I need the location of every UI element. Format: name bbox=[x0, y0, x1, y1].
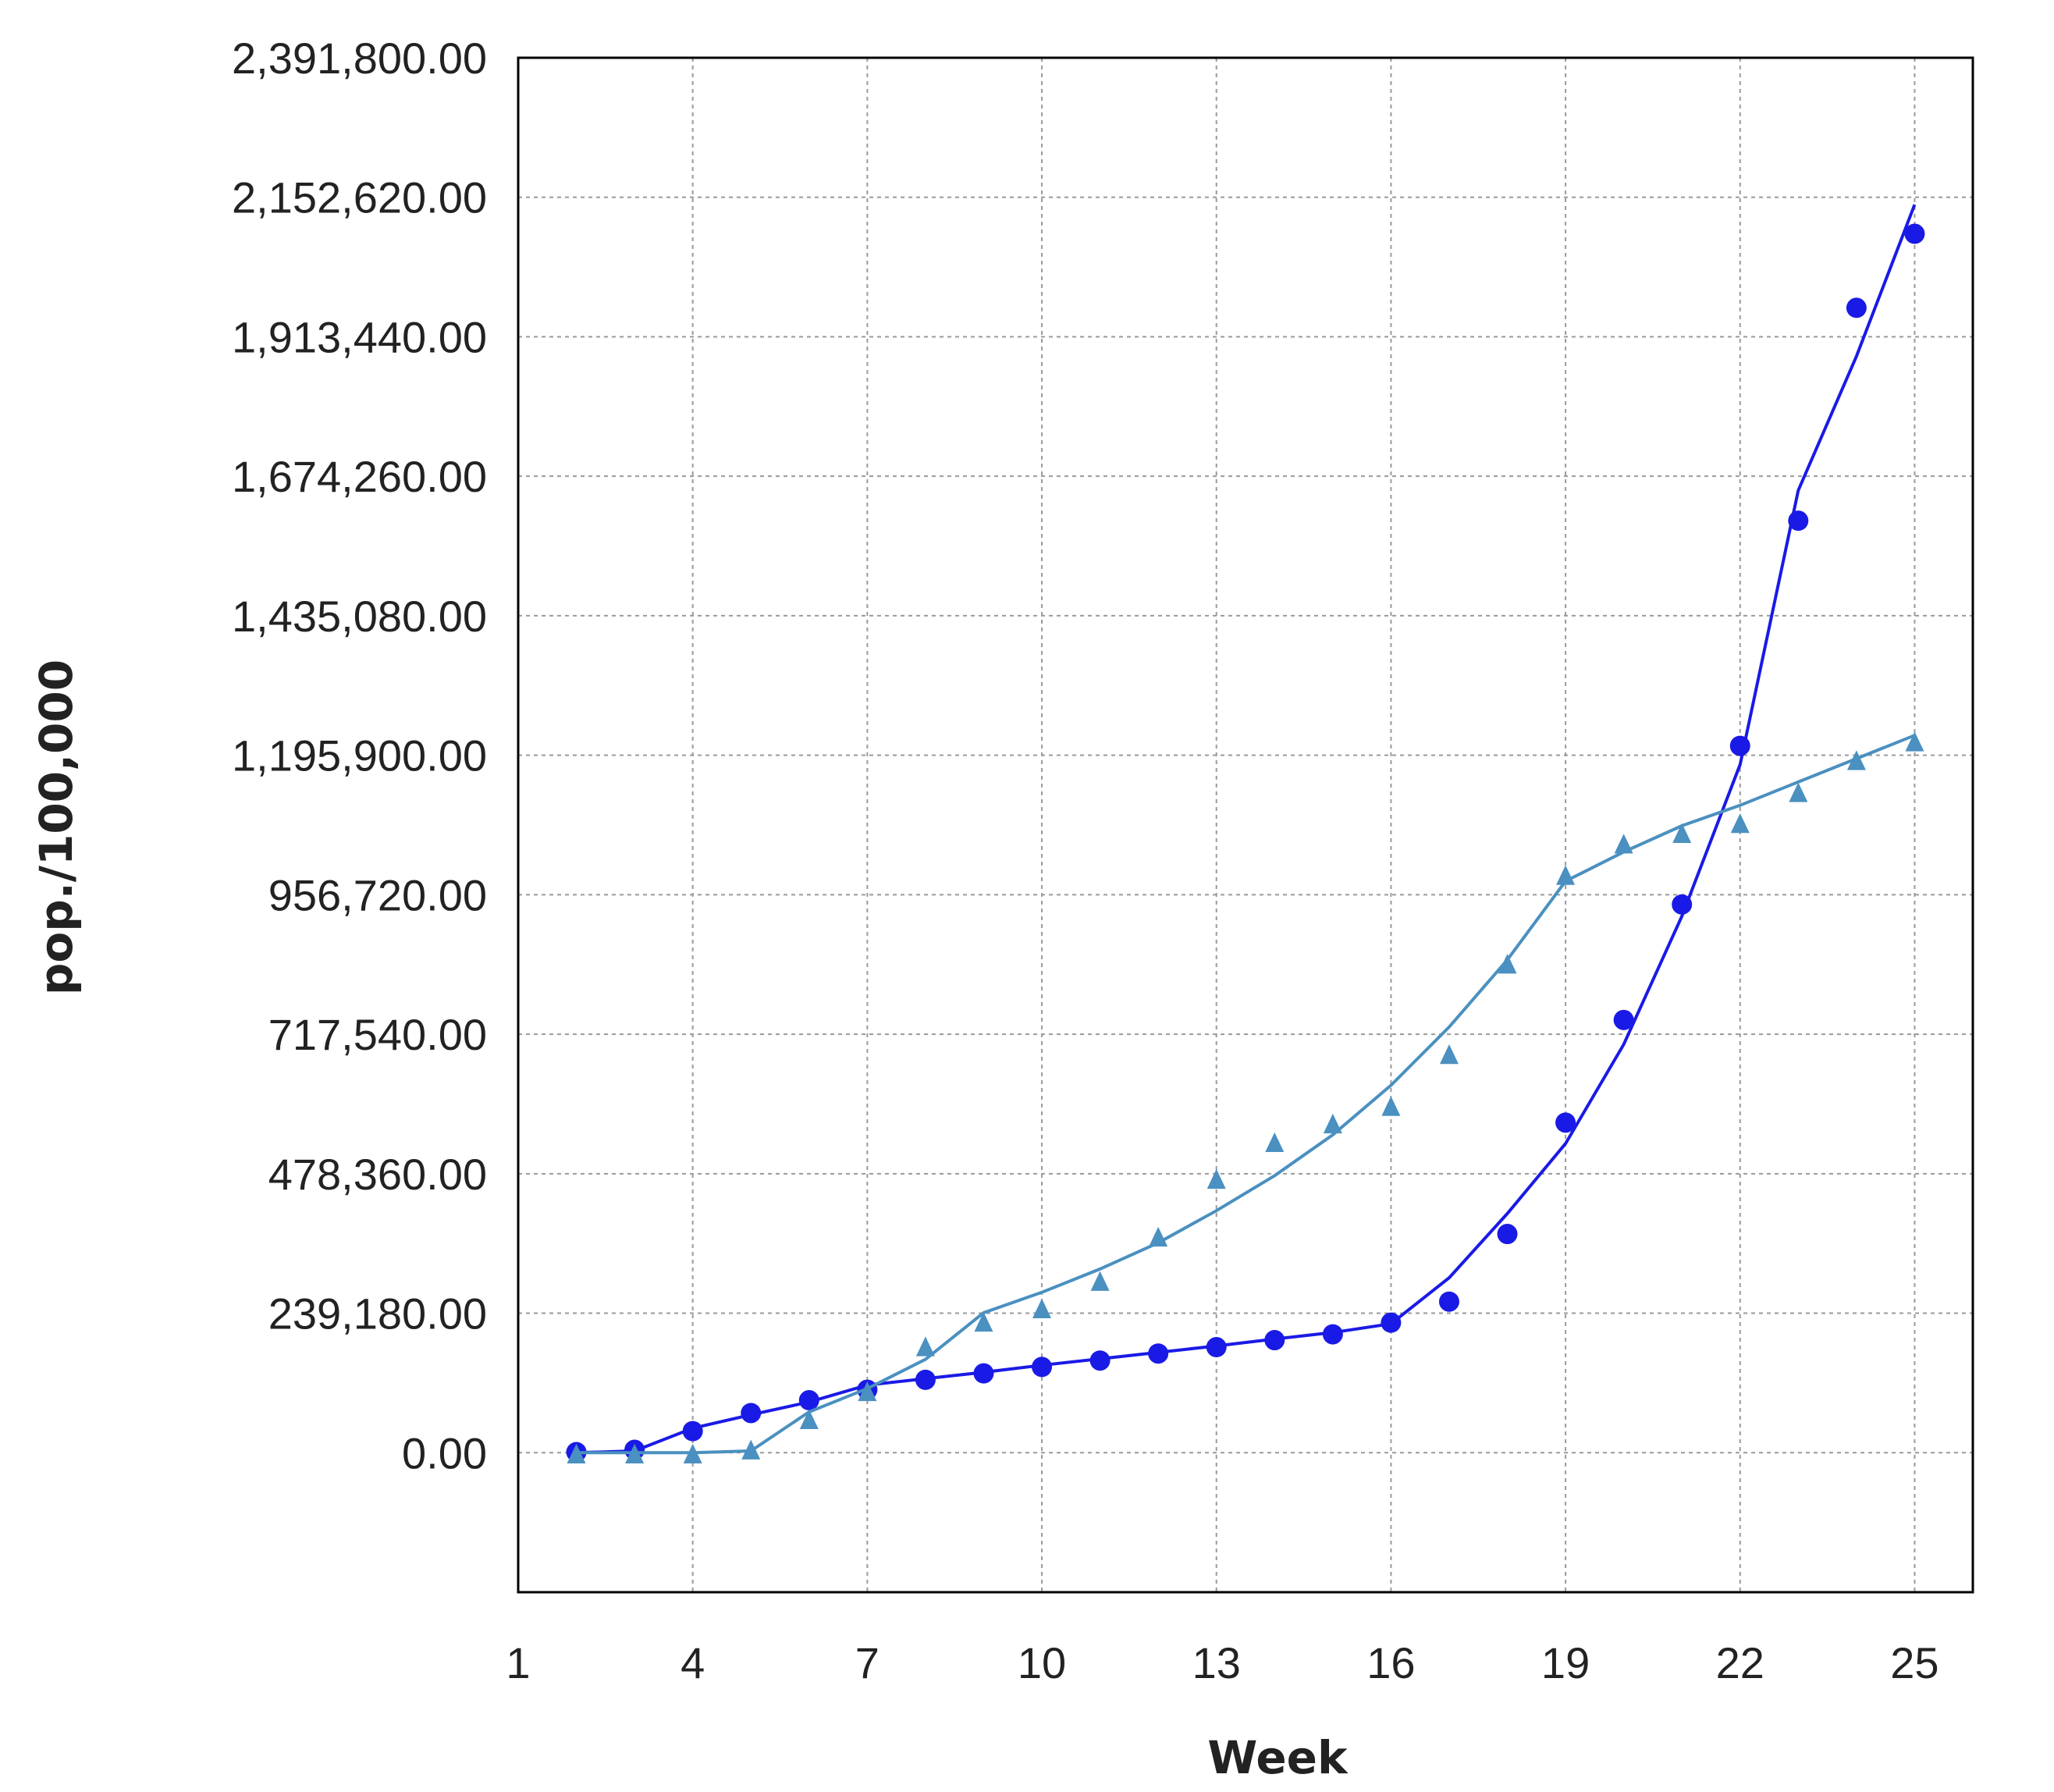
series-2-point bbox=[1730, 813, 1750, 834]
series-2-point bbox=[858, 1381, 877, 1402]
series-2-point bbox=[1323, 1113, 1342, 1134]
series-2-point bbox=[1556, 865, 1576, 885]
x-axis-title: Week bbox=[1207, 1731, 1349, 1784]
y-tick-label: 717,540.00 bbox=[268, 1010, 487, 1059]
series-1-point bbox=[1904, 223, 1925, 244]
grid bbox=[518, 58, 1973, 1592]
y-tick-label: 0.00 bbox=[402, 1428, 487, 1477]
x-tick-label: 19 bbox=[1541, 1638, 1590, 1687]
y-axis-title: pop./100,000 bbox=[30, 660, 83, 995]
series-1-point bbox=[973, 1363, 994, 1384]
series-1-point bbox=[1438, 1291, 1459, 1312]
series-2-point bbox=[1206, 1168, 1226, 1189]
series-2-point bbox=[1846, 750, 1866, 770]
series-1-point bbox=[1788, 510, 1809, 532]
plot-series bbox=[566, 204, 1925, 1464]
series-1-point bbox=[1206, 1337, 1227, 1358]
y-tick-label: 956,720.00 bbox=[268, 870, 487, 919]
x-tick-label: 25 bbox=[1890, 1638, 1939, 1687]
series-2-point bbox=[567, 1443, 586, 1464]
series-1-point bbox=[1089, 1350, 1111, 1371]
series-2-point bbox=[915, 1336, 935, 1356]
y-tick-label: 1,913,440.00 bbox=[232, 312, 487, 361]
series-2-fit-line bbox=[576, 734, 1916, 1455]
y-tick-label: 478,360.00 bbox=[268, 1150, 487, 1199]
x-tick-label: 22 bbox=[1716, 1638, 1764, 1687]
y-axis-tick-labels: 0.00 239,180.00 478,360.00 717,540.00 956,72… bbox=[232, 34, 487, 1477]
series-1-point bbox=[1322, 1324, 1343, 1345]
series-2-point bbox=[625, 1443, 645, 1464]
series-2 bbox=[567, 731, 1924, 1464]
series-1-point bbox=[1846, 297, 1867, 318]
series-1-point bbox=[1032, 1356, 1053, 1378]
series-1-point bbox=[1613, 1009, 1634, 1030]
series-1-point bbox=[1497, 1224, 1518, 1245]
x-tick-label: 7 bbox=[855, 1638, 880, 1687]
y-tick-label: 1,435,080.00 bbox=[232, 592, 487, 641]
y-tick-label: 239,180.00 bbox=[268, 1289, 487, 1339]
series-1-point bbox=[1555, 1112, 1576, 1133]
series-2-point bbox=[1149, 1226, 1168, 1247]
series-1-point bbox=[915, 1369, 936, 1390]
x-tick-label: 16 bbox=[1366, 1638, 1415, 1687]
x-tick-label: 4 bbox=[681, 1638, 705, 1687]
series-1-point bbox=[682, 1420, 703, 1442]
series-2-point bbox=[1265, 1132, 1285, 1153]
series-2-point bbox=[1439, 1044, 1459, 1065]
series-1-point bbox=[1729, 735, 1750, 756]
series-2-point bbox=[1905, 731, 1924, 752]
series-2-point bbox=[1381, 1096, 1401, 1116]
series-2-point bbox=[1032, 1298, 1052, 1318]
y-tick-label: 1,674,260.00 bbox=[232, 452, 487, 501]
series-2-point bbox=[1614, 834, 1633, 854]
series-2-point bbox=[799, 1409, 819, 1429]
series-1-point bbox=[1672, 894, 1693, 915]
series-1-point bbox=[1148, 1343, 1169, 1364]
x-tick-label: 10 bbox=[1018, 1638, 1066, 1687]
x-tick-label: 13 bbox=[1192, 1638, 1241, 1687]
series-2-point bbox=[1672, 823, 1692, 843]
series-2-point bbox=[974, 1311, 993, 1332]
series-2-point bbox=[741, 1439, 761, 1460]
x-tick-label: 1 bbox=[506, 1638, 530, 1687]
series-1-point bbox=[1264, 1330, 1285, 1351]
series-2-point bbox=[1090, 1271, 1110, 1291]
series-1-point bbox=[798, 1390, 819, 1411]
series-1-fit-line bbox=[576, 204, 1917, 1455]
y-tick-label: 1,195,900.00 bbox=[232, 731, 487, 780]
x-axis-tick-labels: 1 4 7 10 13 16 19 22 25 bbox=[506, 1638, 1939, 1687]
series-1 bbox=[566, 204, 1925, 1463]
series-1-point bbox=[1381, 1312, 1402, 1333]
series-2-point bbox=[1789, 782, 1808, 802]
y-tick-label: 2,391,800.00 bbox=[232, 34, 487, 83]
series-1-point bbox=[741, 1403, 762, 1424]
plot-frame bbox=[517, 56, 1974, 1594]
y-tick-label: 2,152,620.00 bbox=[232, 173, 487, 222]
series-2-point bbox=[683, 1443, 702, 1464]
series-2-point bbox=[1498, 954, 1517, 974]
